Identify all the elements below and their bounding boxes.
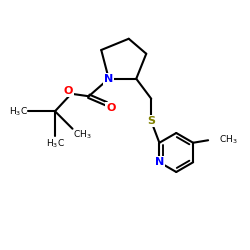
Text: CH$_3$: CH$_3$: [220, 134, 238, 146]
Text: N: N: [155, 157, 164, 167]
Text: S: S: [147, 116, 155, 126]
Text: O: O: [64, 86, 73, 96]
Text: H$_3$C: H$_3$C: [46, 138, 64, 150]
Text: N: N: [104, 74, 113, 84]
Text: CH$_3$: CH$_3$: [73, 128, 92, 141]
Text: O: O: [106, 103, 116, 113]
Text: H$_3$C: H$_3$C: [9, 105, 28, 118]
